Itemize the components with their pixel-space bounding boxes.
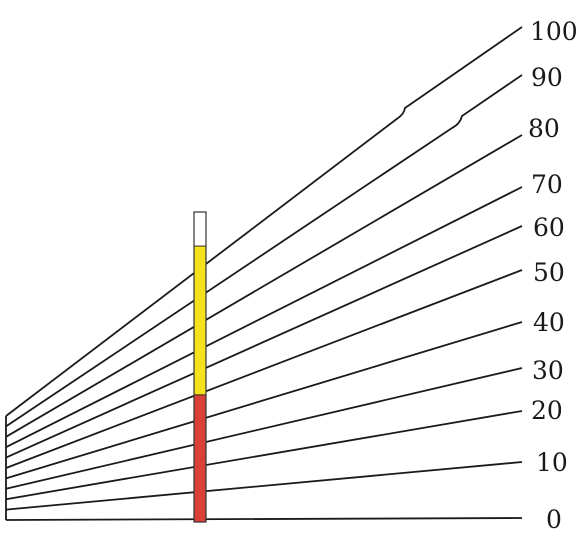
- scale-line-0: [5, 517, 523, 521]
- scale-label-100: 100: [530, 17, 578, 46]
- tube-empty-section: [193, 211, 207, 247]
- tube-outline: [193, 211, 207, 523]
- scale-label-60: 60: [533, 213, 565, 242]
- scale-label-70: 70: [531, 170, 563, 199]
- tube-yellow-section: [193, 245, 207, 396]
- scale-line-80: [5, 134, 523, 438]
- scale-line-70: [5, 186, 523, 449]
- scale-line-30: [5, 367, 523, 490]
- scale-label-90: 90: [531, 63, 563, 92]
- scale-label-40: 40: [533, 308, 565, 337]
- scale-label-0: 0: [546, 505, 562, 534]
- scale-label-20: 20: [531, 396, 563, 425]
- scale-line-60: [5, 225, 523, 459]
- scale-line-90: [5, 74, 523, 428]
- scale-line-50: [5, 269, 523, 469]
- tube-red-section: [193, 394, 207, 523]
- scale-labels: 0 10 20 30 40 50 60 70 80 90 100: [528, 17, 578, 534]
- scale-line-100: [5, 26, 523, 417]
- scale-label-80: 80: [528, 114, 560, 143]
- measuring-tube: [193, 211, 207, 523]
- scale-line-20: [5, 410, 523, 501]
- scale-label-30: 30: [532, 356, 564, 385]
- scale-line-10: [5, 461, 523, 511]
- scale-label-50: 50: [533, 258, 565, 287]
- fan-lines: [5, 26, 523, 521]
- scale-label-10: 10: [536, 448, 568, 477]
- scale-line-40: [5, 321, 523, 480]
